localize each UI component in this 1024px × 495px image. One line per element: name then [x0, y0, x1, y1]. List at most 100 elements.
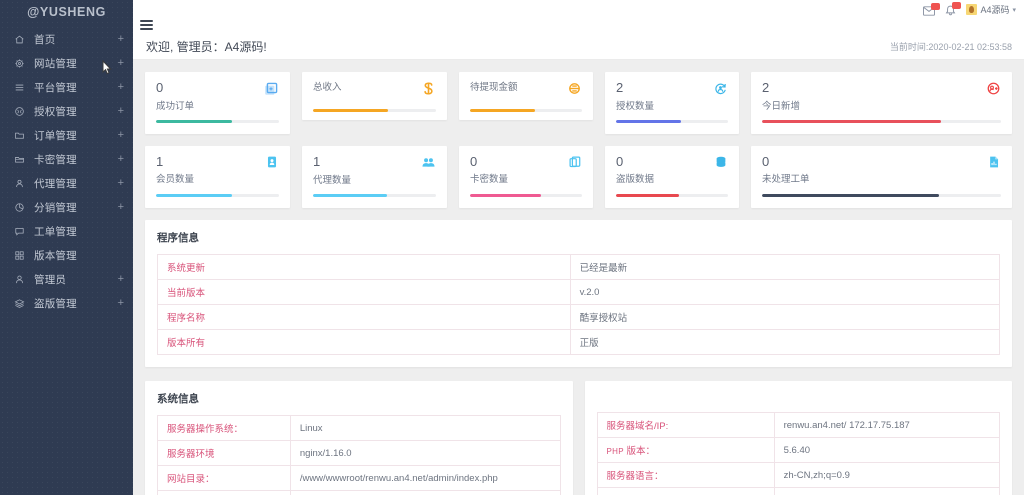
add-user-circle-icon: [986, 81, 1001, 96]
user-menu-label: A4源码: [980, 5, 1010, 15]
expand-icon[interactable]: +: [117, 128, 124, 141]
table-row: 服务器环境 nginx/1.16.0: [157, 440, 561, 466]
grid-icon: [13, 250, 26, 261]
expand-icon[interactable]: +: [117, 296, 124, 309]
chevron-down-icon: ▾: [1012, 6, 1016, 14]
stat-card-label: 待提现金额: [470, 82, 518, 93]
table-cell-key: 当前版本: [157, 279, 571, 305]
stat-card-2[interactable]: 总收入: [302, 72, 447, 120]
expand-icon[interactable]: +: [117, 272, 124, 285]
expand-icon[interactable]: +: [117, 32, 124, 45]
user-group-icon: [13, 178, 26, 189]
table-row: 服务器操作系统： Linux: [157, 415, 561, 441]
table-cell-value: nginx/1.16.0: [289, 440, 561, 466]
stat-card-4[interactable]: 0 盗版数据: [605, 146, 739, 208]
expand-icon[interactable]: +: [117, 80, 124, 93]
refresh-user-icon: [713, 81, 728, 96]
system-info-row: 系统信息 服务器操作系统： Linux 服务器环境 nginx/1.16.0 网站目录：…: [145, 381, 1012, 495]
expand-icon[interactable]: +: [117, 176, 124, 189]
sidebar-item-9[interactable]: 工单管理: [0, 219, 133, 243]
table-cell-value: 已经是最新: [569, 254, 1001, 280]
table-cell-key: 服务器域名/IP:: [596, 412, 775, 438]
sidebar-item-5[interactable]: 订单管理 +: [0, 123, 133, 147]
table-cell-key: 服务器环境: [157, 440, 291, 466]
expand-icon[interactable]: +: [117, 56, 124, 69]
table-cell-value: /www/wwwroot/renwu.an4.net/admin/index.p…: [289, 465, 561, 491]
system-info-panel-left: 系统信息 服务器操作系统： Linux 服务器环境 nginx/1.16.0 网站目录：…: [145, 381, 573, 495]
table-cell-key: 文件上传限制：: [157, 490, 291, 495]
layers-icon: [13, 298, 26, 309]
stat-card-1[interactable]: 1 会员数量: [145, 146, 290, 208]
folder-open-icon: [13, 154, 26, 165]
stat-card-2[interactable]: 1 代理数量: [302, 146, 447, 208]
main-area: A4源码 ▾ 欢迎, 管理员：A4源码! 当前时间:2020-02-21 02:…: [133, 0, 1024, 495]
stat-cards-row-1: 0 成功订单 总收入 待提现金额 2 授权数量 2 今日新增: [145, 72, 1012, 134]
bell-icon[interactable]: [945, 2, 962, 16]
table-cell-value: 酷享授权站: [569, 304, 1001, 330]
sidebar-item-11[interactable]: 管理员 +: [0, 267, 133, 291]
expand-icon[interactable]: +: [117, 104, 124, 117]
table-cell-value: Linux: [289, 415, 561, 441]
sidebar-item-label: 授权管理: [34, 105, 77, 118]
sidebar-item-3[interactable]: 平台管理 +: [0, 75, 133, 99]
gear-icon: [13, 58, 26, 69]
sidebar-item-1[interactable]: 首页 +: [0, 27, 133, 51]
table-cell-value: 正版: [569, 329, 1001, 355]
top-utility-bar: A4源码 ▾: [133, 0, 1024, 16]
sidebar-item-8[interactable]: 分销管理 +: [0, 195, 133, 219]
sidebar-item-10[interactable]: 版本管理: [0, 243, 133, 267]
sidebar-item-label: 盗版管理: [34, 297, 77, 310]
sidebar-item-4[interactable]: 授权管理 +: [0, 99, 133, 123]
stat-card-label: 授权数量: [616, 100, 655, 112]
stat-card-progress: [762, 120, 1001, 123]
table-row: 最大占用内存：128M: [596, 487, 1001, 495]
stat-card-label: 卡密数量: [470, 174, 509, 186]
menu-toggle-row: [133, 16, 1024, 34]
people-icon: [421, 155, 436, 170]
sidebar-item-2[interactable]: 网站管理 +: [0, 51, 133, 75]
stat-card-progress: [762, 193, 1001, 197]
stat-card-3[interactable]: 0 卡密数量: [459, 146, 593, 208]
badge-icon: [13, 106, 26, 117]
table-cell-key: 网站目录：: [157, 465, 291, 491]
stat-card-1[interactable]: 0 成功订单: [145, 72, 290, 134]
sidebar-nav: 首页 + 网站管理 + 平台管理 + 授权管理 + 订单管理 + 卡密管理 + 代理管理 + 分销管理 + 工单…: [0, 24, 133, 315]
stat-card-label: 成功订单: [156, 101, 195, 113]
sidebar-item-label: 分销管理: [34, 201, 77, 214]
sidebar-item-6[interactable]: 卡密管理 +: [0, 147, 133, 171]
user-icon: [13, 274, 26, 285]
table-cell-key: 最大占用内存：: [596, 487, 775, 495]
hamburger-icon[interactable]: [140, 20, 153, 30]
stat-card-label: 盗版数据: [616, 174, 655, 186]
table-row: 文件上传限制：50M: [157, 490, 561, 495]
stat-card-label: 总收入: [313, 82, 342, 93]
expand-icon[interactable]: +: [117, 200, 124, 213]
system-info-table-right: 服务器域名/IP: renwu.an4.net/ 172.17.75.187 PHP…: [596, 412, 1001, 495]
expand-icon[interactable]: +: [117, 152, 124, 165]
mail-icon[interactable]: [923, 3, 941, 16]
stat-cards-row-2: 1 会员数量 1 代理数量 0 卡密数量 0 盗版数据 0 未处理工单: [145, 146, 1012, 208]
system-info-title: 系统信息: [157, 393, 199, 405]
database-icon: [714, 155, 728, 169]
stat-card-4[interactable]: 2 授权数量: [605, 72, 739, 134]
stat-card-5[interactable]: 2 今日新增: [751, 72, 1012, 134]
stat-card-progress: [313, 109, 436, 112]
stat-card-label: 今日新增: [762, 100, 801, 112]
stat-card-5[interactable]: 0 未处理工单: [751, 146, 1012, 208]
stat-card-value: 1: [313, 154, 321, 169]
user-menu[interactable]: A4源码 ▾: [966, 3, 1016, 16]
stat-card-value: 0: [616, 154, 624, 169]
dollar-icon: [421, 81, 436, 96]
sidebar-item-label: 网站管理: [34, 57, 77, 70]
sidebar-item-12[interactable]: 盗版管理 +: [0, 291, 133, 315]
stat-card-3[interactable]: 待提现金额: [459, 72, 593, 120]
sidebar-item-7[interactable]: 代理管理 +: [0, 171, 133, 195]
folder-icon: [13, 130, 26, 141]
current-time: 当前时间:2020-02-21 02:53:58: [889, 42, 1012, 52]
welcome-bar: 欢迎, 管理员：A4源码! 当前时间:2020-02-21 02:53:58: [133, 34, 1024, 60]
stat-card-value: 2: [762, 80, 770, 95]
system-info-title-spacer: [597, 391, 1001, 403]
content-area: 0 成功订单 总收入 待提现金额 2 授权数量 2 今日新增 1 会员数量 1 代理数量 0 卡密数量 0…: [133, 60, 1024, 495]
table-cell-key: 版本所有: [157, 329, 571, 355]
stat-card-progress: [470, 193, 582, 197]
